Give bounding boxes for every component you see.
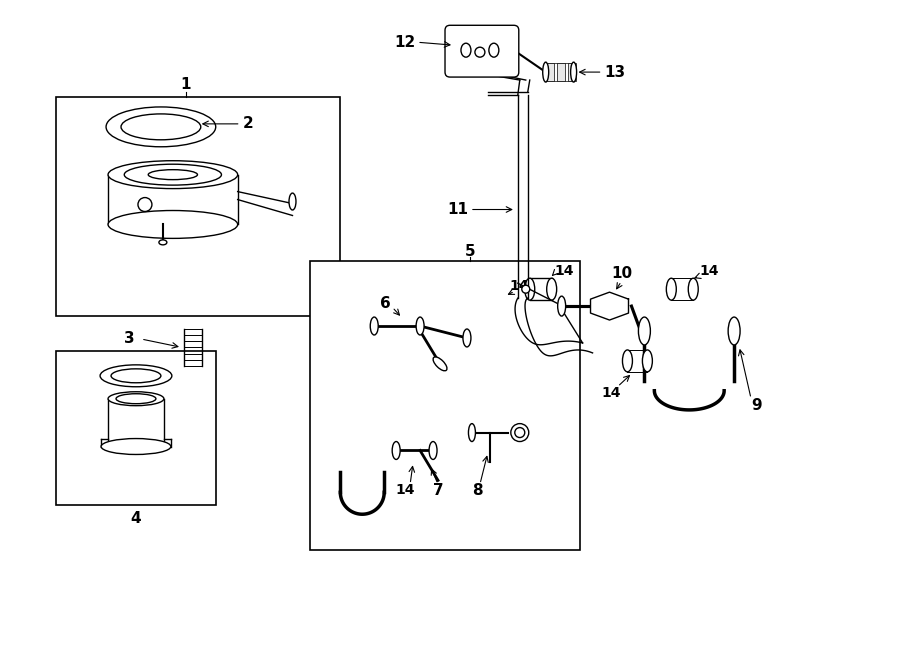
Text: 2: 2: [243, 116, 254, 132]
Ellipse shape: [429, 442, 437, 459]
Polygon shape: [590, 292, 628, 320]
Ellipse shape: [543, 62, 549, 82]
Ellipse shape: [643, 350, 652, 372]
Ellipse shape: [108, 161, 238, 188]
Ellipse shape: [461, 43, 471, 57]
Ellipse shape: [116, 394, 156, 404]
Bar: [545, 63, 554, 81]
Text: 14: 14: [602, 386, 621, 400]
Text: 10: 10: [611, 266, 632, 281]
Bar: [310, 261, 580, 550]
Text: 1: 1: [181, 77, 191, 91]
Text: 12: 12: [394, 35, 415, 50]
Ellipse shape: [433, 357, 447, 371]
Ellipse shape: [111, 369, 161, 383]
Text: 8: 8: [472, 483, 483, 498]
Text: 4: 4: [130, 511, 141, 525]
FancyBboxPatch shape: [445, 25, 518, 77]
Circle shape: [522, 285, 530, 293]
Ellipse shape: [546, 278, 557, 300]
Ellipse shape: [148, 170, 197, 180]
Text: 11: 11: [447, 202, 468, 217]
Text: 14: 14: [395, 483, 415, 497]
Bar: [568, 63, 576, 81]
Ellipse shape: [571, 62, 577, 82]
Text: 6: 6: [380, 295, 391, 311]
Ellipse shape: [688, 278, 698, 300]
Text: 3: 3: [123, 331, 134, 346]
Bar: [56, 351, 216, 505]
Ellipse shape: [468, 424, 475, 442]
Text: 5: 5: [464, 244, 475, 259]
Bar: [56, 97, 340, 316]
Ellipse shape: [106, 107, 216, 147]
Ellipse shape: [489, 43, 499, 57]
Ellipse shape: [638, 317, 651, 345]
Text: 13: 13: [605, 65, 626, 79]
Ellipse shape: [100, 365, 172, 387]
Text: 14: 14: [509, 279, 529, 293]
Ellipse shape: [416, 317, 424, 335]
Bar: [557, 63, 565, 81]
Ellipse shape: [108, 210, 238, 239]
Ellipse shape: [289, 193, 296, 210]
Ellipse shape: [370, 317, 378, 335]
Text: 7: 7: [433, 483, 444, 498]
Ellipse shape: [511, 424, 529, 442]
Ellipse shape: [558, 296, 565, 316]
Circle shape: [475, 47, 485, 57]
Text: 14: 14: [554, 264, 574, 278]
Text: 9: 9: [752, 398, 761, 413]
Ellipse shape: [666, 278, 676, 300]
Ellipse shape: [101, 438, 171, 455]
Ellipse shape: [392, 442, 400, 459]
Ellipse shape: [108, 392, 164, 406]
Ellipse shape: [124, 164, 221, 185]
Ellipse shape: [623, 350, 633, 372]
Ellipse shape: [159, 240, 166, 245]
Ellipse shape: [728, 317, 740, 345]
Circle shape: [138, 198, 152, 212]
Ellipse shape: [515, 428, 525, 438]
Ellipse shape: [463, 329, 471, 347]
Text: 14: 14: [699, 264, 719, 278]
Ellipse shape: [525, 278, 535, 300]
Ellipse shape: [121, 114, 201, 140]
